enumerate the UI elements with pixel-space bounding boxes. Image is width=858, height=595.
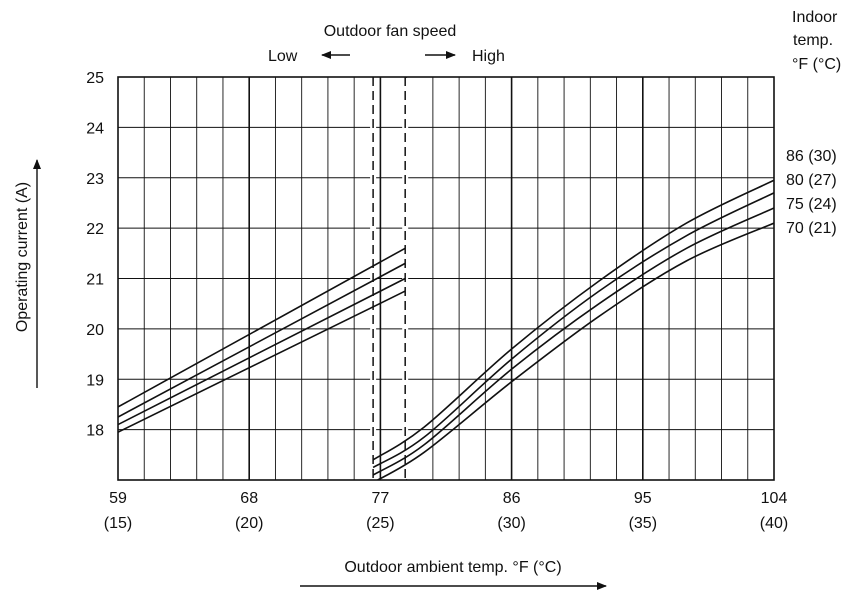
series-line-low-86 — [118, 247, 406, 408]
x-tick-label: 86 — [503, 490, 521, 507]
y-tick-labels: 18 19 20 21 22 23 24 25 — [86, 70, 104, 440]
fan-speed-high-label: High — [472, 48, 505, 65]
plot-frame — [117, 76, 775, 481]
y-axis-label: Operating current (A) — [14, 182, 31, 332]
series-line-low-80 — [118, 262, 406, 418]
y-tick-label: 18 — [86, 423, 104, 440]
x-tick-label: 77 — [372, 490, 390, 507]
x-tick-sublabel: (35) — [629, 515, 657, 532]
legend-title-line-2: temp. — [793, 32, 833, 49]
series-curves — [118, 179, 774, 480]
series-line-high-80 — [372, 192, 774, 469]
y-tick-label: 19 — [86, 372, 104, 389]
x-tick-label: 104 — [761, 490, 788, 507]
x-axis-label: Outdoor ambient temp. °F (°C) — [344, 559, 561, 576]
y-tick-label: 22 — [86, 221, 104, 238]
x-tick-labels: 59 (15) 68 (20) 77 (25) 86 (30) 95 (35) 104 (40) — [104, 490, 788, 532]
series-line-high-75 — [372, 207, 774, 476]
fan-speed-low-label: Low — [268, 48, 298, 65]
x-tick-label: 95 — [634, 490, 652, 507]
series-line-low-75 — [118, 277, 406, 426]
x-tick-sublabel: (15) — [104, 515, 132, 532]
series-label-80: 80 (27) — [786, 172, 837, 189]
x-tick-label: 68 — [240, 490, 258, 507]
series-line-high-86 — [372, 179, 774, 461]
y-tick-label: 21 — [86, 272, 104, 289]
x-tick-sublabel: (20) — [235, 515, 263, 532]
y-tick-label: 25 — [86, 70, 104, 87]
x-tick-sublabel: (40) — [760, 515, 788, 532]
x-tick-label: 59 — [109, 490, 127, 507]
x-tick-sublabel: (25) — [366, 515, 394, 532]
series-label-75: 75 (24) — [786, 196, 837, 213]
y-tick-label: 24 — [86, 120, 104, 137]
fan-speed-title: Outdoor fan speed — [324, 23, 457, 40]
y-tick-label: 20 — [86, 322, 104, 339]
series-label-86: 86 (30) — [786, 148, 837, 165]
series-line-low-70 — [118, 290, 406, 433]
x-tick-sublabel: (30) — [497, 515, 525, 532]
series-labels: 86 (30) 80 (27) 75 (24) 70 (21) — [786, 148, 837, 237]
legend-title-line-1: Indoor — [792, 9, 838, 26]
legend-title-line-3: °F (°C) — [792, 56, 841, 73]
grid-lines — [118, 77, 774, 480]
series-label-70: 70 (21) — [786, 220, 837, 237]
y-tick-label: 23 — [86, 171, 104, 188]
series-line-high-70 — [375, 222, 774, 480]
